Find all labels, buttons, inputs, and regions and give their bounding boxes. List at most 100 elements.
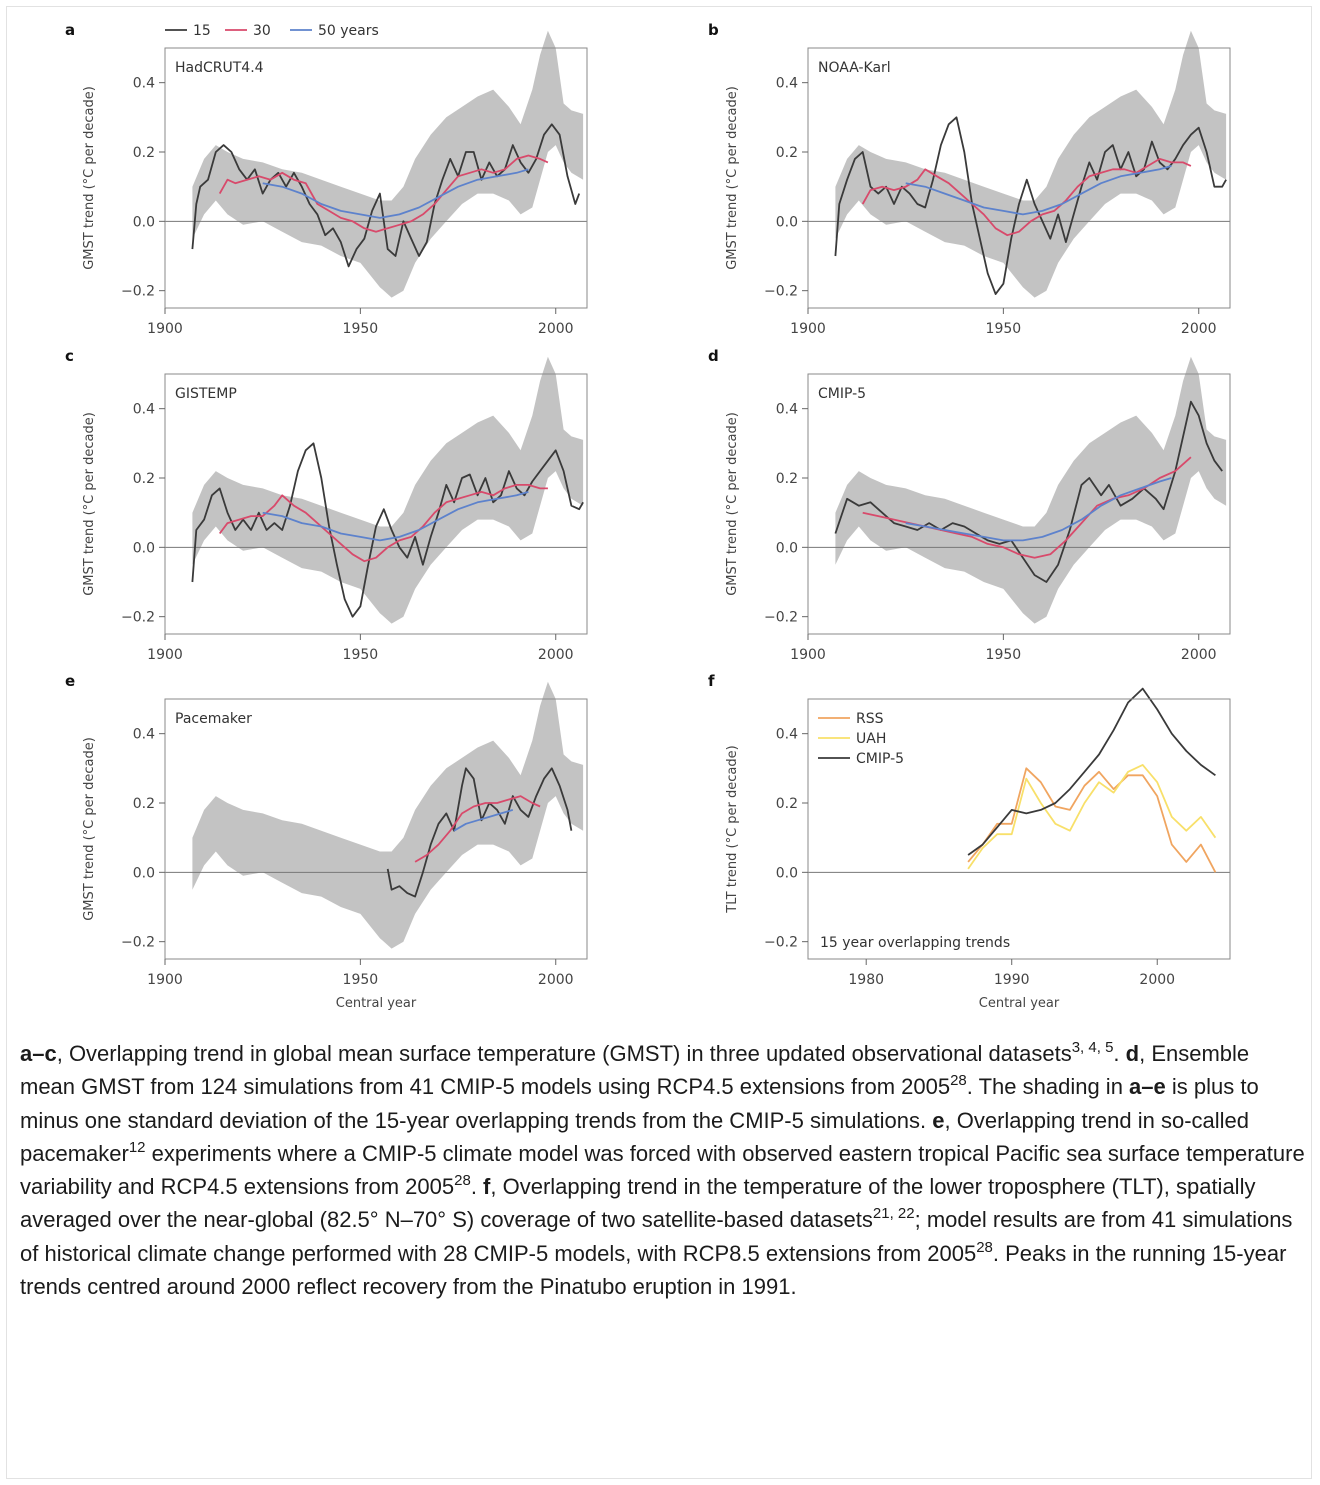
caption-panel-ref: d [1125, 1041, 1140, 1066]
x-tick-label: 1980 [848, 972, 884, 988]
series-uah-line [967, 764, 1217, 870]
caption-citation[interactable]: 28 [454, 1172, 471, 1190]
plot-frame [164, 373, 588, 635]
panel-letter: f [708, 672, 715, 690]
caption-citation[interactable]: 28 [950, 1072, 967, 1090]
plot-frame [164, 698, 588, 960]
std-dev-band [192, 30, 584, 298]
x-tick-label: 2000 [538, 647, 574, 663]
series-15-line [191, 442, 584, 618]
x-tick-label: 1950 [986, 647, 1022, 663]
series-15-line [386, 767, 573, 898]
panel-letter: b [708, 21, 719, 39]
y-axis-label: GMST trend (°C per decade) [725, 412, 740, 596]
figure-caption: a–c, Overlapping trend in global mean su… [20, 1037, 1305, 1303]
y-axis-label: GMST trend (°C per decade) [82, 86, 97, 270]
x-tick-label: 2000 [1181, 321, 1217, 337]
y-tick-label: −0.2 [764, 935, 798, 951]
series-cmip5-line [967, 687, 1216, 856]
x-axis-label: Central year [979, 996, 1060, 1011]
legend-item-uah: UAH [818, 731, 886, 747]
caption-text: , Overlapping trend in global mean surfa… [56, 1041, 1072, 1066]
plot-frame [807, 373, 1231, 635]
y-tick-label: 0.2 [776, 145, 798, 161]
y-tick-label: 0.4 [776, 402, 798, 418]
caption-citation[interactable]: 21, 22 [872, 1205, 915, 1223]
plot-frame [807, 47, 1231, 309]
series-rss-line [967, 767, 1217, 873]
series-30-line [861, 157, 1192, 237]
series-30-line [218, 154, 549, 233]
y-tick-label: 0.0 [776, 214, 798, 230]
caption-text: experiments where a CMIP-5 climate model… [20, 1140, 1305, 1200]
std-dev-band [192, 681, 584, 949]
caption-panel-ref: f [483, 1174, 491, 1200]
series-30-line [414, 795, 541, 863]
y-tick-label: 0.4 [776, 727, 798, 743]
caption-text: . [470, 1174, 484, 1200]
series-50-line [905, 477, 1172, 542]
y-tick-label: 0.4 [133, 727, 155, 743]
legend-label: 50 years [318, 23, 379, 39]
x-tick-label: 1950 [343, 321, 379, 337]
dataset-label: Pacemaker [175, 711, 252, 727]
series-50-line [262, 168, 529, 219]
caption-text: . The shading in [966, 1074, 1130, 1100]
caption-text: , Ensemble mean GMST from 124 simulation… [20, 1041, 1250, 1100]
x-tick-label: 1950 [343, 972, 379, 988]
panel-annotation: 15 year overlapping trends [820, 935, 1010, 951]
caption-text: ; model results are from 41 simulations … [20, 1207, 1293, 1266]
legend-label: 30 [253, 23, 271, 39]
series-15-line [834, 116, 1227, 296]
y-tick-label: 0.0 [133, 214, 155, 230]
std-dev-band [835, 30, 1227, 298]
caption-citation[interactable]: 12 [128, 1138, 146, 1156]
y-tick-label: 0.2 [133, 145, 155, 161]
std-dev-band [835, 356, 1227, 624]
figure-frame [6, 6, 1312, 1479]
x-tick-label: 1990 [994, 972, 1030, 988]
chart-panel-a: a −0.2 0.0 0.2 0.4 1900 1950 2000 GMST trend (°C… [65, 21, 588, 337]
legend-item-cmip5: CMIP-5 [818, 751, 904, 767]
y-tick-label: −0.2 [764, 284, 798, 300]
chart-panel-d: d −0.2 0.0 0.2 0.4 1900 1950 2000 GMST trend (°C… [708, 347, 1231, 663]
caption-citation[interactable]: 3, 4, 5 [1071, 1039, 1114, 1056]
y-tick-label: 0.0 [776, 865, 798, 881]
x-tick-label: 1900 [147, 647, 183, 663]
legend-item-1: 30 [225, 23, 271, 39]
caption-panel-ref: e [932, 1107, 945, 1133]
caption-text: . [1113, 1041, 1126, 1066]
panel-letter: e [65, 672, 75, 690]
legend-item-2: 50 years [290, 23, 379, 39]
x-tick-label: 1900 [147, 321, 183, 337]
y-axis-label: GMST trend (°C per decade) [82, 737, 97, 921]
legend-label: CMIP-5 [856, 751, 904, 767]
y-tick-label: 0.2 [133, 471, 155, 487]
dataset-label: CMIP-5 [818, 386, 866, 402]
legend-item-rss: RSS [818, 711, 884, 727]
x-tick-label: 2000 [538, 972, 574, 988]
series-50-line [262, 491, 529, 542]
plot-frame [807, 698, 1231, 960]
series-50-line [453, 809, 514, 832]
x-tick-label: 2000 [538, 321, 574, 337]
series-30-line [218, 483, 548, 563]
x-tick-label: 1950 [986, 321, 1022, 337]
dataset-label: GISTEMP [175, 386, 237, 402]
y-tick-label: 0.0 [133, 865, 155, 881]
legend-label: 15 [193, 23, 211, 39]
chart-panel-e: e −0.2 0.0 0.2 0.4 1900 1950 2000 GMST trend (°C… [65, 672, 588, 1011]
y-tick-label: 0.4 [133, 76, 155, 92]
y-tick-label: 0.0 [776, 540, 798, 556]
x-tick-label: 1900 [790, 321, 826, 337]
caption-text: . Peaks in the running 15-year trends ce… [20, 1240, 1287, 1300]
y-tick-label: −0.2 [121, 284, 155, 300]
y-tick-label: 0.2 [776, 796, 798, 812]
y-axis-label: GMST trend (°C per decade) [82, 412, 97, 596]
caption-text: , Overlapping trend in so-called pacemak… [20, 1107, 1249, 1166]
y-tick-label: −0.2 [121, 935, 155, 951]
caption-citation[interactable]: 28 [976, 1238, 993, 1256]
chart-panel-c: c −0.2 0.0 0.2 0.4 1900 1950 2000 GMST trend (°C… [65, 347, 588, 663]
x-tick-label: 1950 [343, 647, 379, 663]
x-axis-label: Central year [336, 996, 417, 1011]
